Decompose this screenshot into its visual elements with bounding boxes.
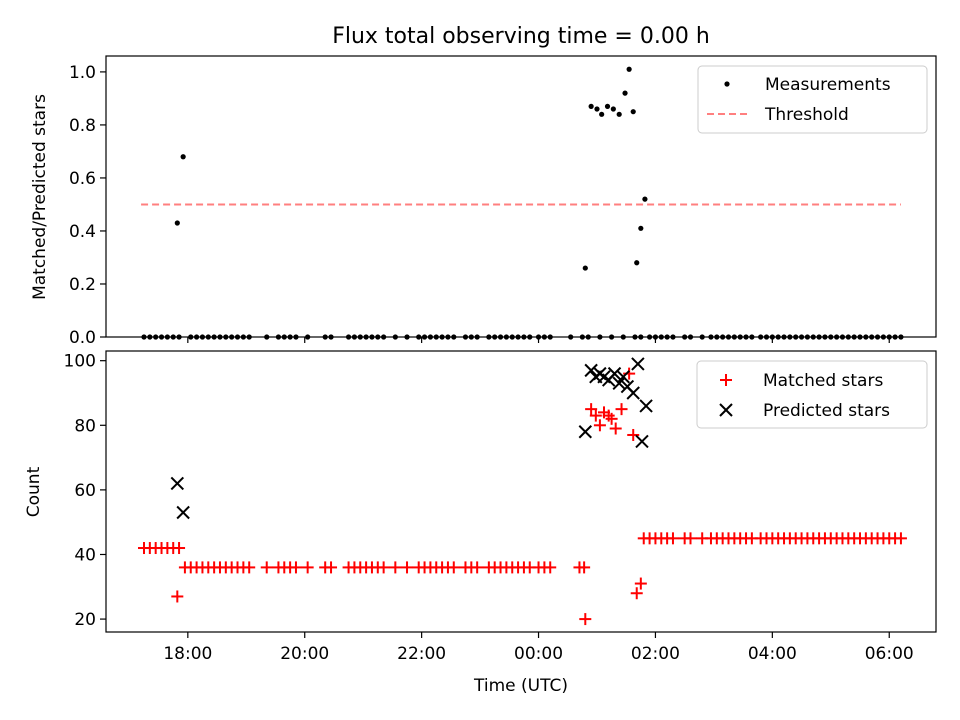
- bottom-plot-area: [137, 357, 907, 626]
- matched-legend-label: Matched stars: [763, 371, 883, 391]
- bottom-legend-box: [696, 360, 928, 429]
- predicted-star-point: [635, 434, 649, 449]
- y-tick-label: 0.8: [69, 116, 96, 136]
- measurement-point: [599, 111, 605, 117]
- bottom-panel: 20 40 60 80 100 18:00 20:00 22:00 00:00 02:00 04:…: [24, 350, 937, 664]
- predicted-star-point: [176, 505, 190, 520]
- y-tick-label: 40: [74, 545, 96, 565]
- x-tick-label: 02:00: [631, 644, 680, 664]
- measurement-point: [616, 111, 622, 117]
- x-tick-label: 04:00: [748, 644, 797, 664]
- y-tick-label: 0.4: [69, 222, 96, 242]
- predicted-legend-marker: [719, 403, 733, 417]
- matched-star-point: [894, 532, 907, 545]
- predicted-legend-label: Predicted stars: [763, 401, 890, 421]
- predicted-star-point: [616, 370, 630, 384]
- y-tick-label: 1.0: [69, 63, 96, 83]
- matched-star-point: [544, 561, 557, 574]
- bottom-axes-frame: [105, 350, 937, 633]
- matched-star-point: [471, 561, 484, 574]
- predicted-star-point: [607, 366, 622, 381]
- figure-title: Flux total observing time = 0.00 h: [332, 24, 710, 49]
- top-panel: 0.0 0.2 0.4 0.6 0.8 1.0 Matched/Predicted sta…: [30, 55, 937, 348]
- matched-star-point: [578, 561, 591, 574]
- bottom-x-ticks: 18:00 20:00 22:00 00:00 02:00 04:00 06:00: [163, 632, 914, 664]
- predicted-star-point: [170, 476, 185, 491]
- matched-star-point: [589, 409, 602, 422]
- top-axes-frame: [105, 55, 937, 338]
- top-y-ticks: 0.0 0.2 0.4 0.6 0.8 1.0: [69, 63, 106, 348]
- matched-star-point: [401, 561, 414, 574]
- top-y-axis-label: Matched/Predicted stars: [30, 94, 50, 300]
- bottom-y-axis-label: Count: [24, 466, 44, 517]
- matched-star-point: [243, 561, 256, 574]
- predicted-star-point: [631, 357, 645, 371]
- y-tick-label: 100: [64, 352, 96, 372]
- x-tick-label: 18:00: [163, 644, 212, 664]
- measurement-point: [610, 106, 616, 112]
- matched-star-point: [609, 422, 622, 435]
- threshold-legend-label: Threshold: [764, 105, 849, 125]
- measurement-point: [174, 220, 180, 226]
- bottom-legend: Matched stars Predicted stars: [696, 360, 928, 429]
- predicted-star-point: [584, 363, 598, 378]
- measurement-point: [594, 106, 600, 112]
- x-tick-label: 00:00: [514, 644, 563, 664]
- x-axis-label: Time (UTC): [473, 676, 568, 696]
- matched-star-point: [325, 561, 338, 574]
- matched-legend-marker: [720, 374, 732, 386]
- x-tick-label: 20:00: [280, 644, 329, 664]
- y-tick-label: 0.2: [69, 275, 96, 295]
- measurement-point: [642, 196, 648, 202]
- measurement-point: [622, 90, 628, 96]
- matched-star-point: [615, 403, 628, 416]
- matched-star-point: [684, 532, 697, 545]
- matched-star-point: [579, 613, 592, 626]
- matched-star-point: [173, 542, 186, 555]
- matched-star-point: [289, 561, 302, 574]
- y-tick-label: 60: [74, 481, 96, 501]
- measurements-legend-label: Measurements: [765, 75, 891, 95]
- matched-star-point: [260, 561, 273, 574]
- predicted-star-point: [578, 425, 593, 439]
- predicted-star-point: [626, 386, 640, 400]
- matched-star-point: [605, 412, 618, 425]
- x-tick-label: 22:00: [397, 644, 446, 664]
- x-tick-label: 06:00: [865, 644, 914, 664]
- top-x-ticks: [187, 337, 890, 343]
- measurement-point: [588, 103, 594, 109]
- matched-star-point: [171, 590, 184, 603]
- matched-star-point: [627, 428, 640, 441]
- measurement-point: [630, 109, 636, 115]
- measurement-point: [626, 66, 632, 72]
- y-tick-label: 0.0: [69, 328, 96, 348]
- matched-star-point: [593, 419, 606, 432]
- matched-star-point: [447, 561, 460, 574]
- matched-star-point: [389, 561, 402, 574]
- matched-star-point: [585, 403, 598, 416]
- y-tick-label: 20: [74, 610, 96, 630]
- predicted-star-point: [639, 399, 653, 413]
- bottom-y-ticks: 20 40 60 80 100: [64, 352, 106, 630]
- y-tick-label: 80: [74, 416, 96, 436]
- measurement-point: [582, 265, 588, 271]
- measurement-point: [634, 260, 640, 266]
- measurement-point: [638, 225, 644, 231]
- measurement-point: [180, 154, 186, 160]
- measurement-point: [604, 103, 611, 109]
- predicted-star-point: [612, 376, 626, 391]
- matched-star-point: [377, 561, 390, 574]
- measurements-legend-marker: [724, 81, 730, 87]
- matched-star-point: [634, 577, 647, 590]
- matched-star-point: [630, 587, 643, 600]
- top-legend-box: [697, 65, 928, 134]
- matched-star-point: [301, 561, 314, 574]
- matched-star-point: [666, 532, 679, 545]
- top-legend: Measurements Threshold: [697, 65, 928, 134]
- y-tick-label: 0.6: [69, 169, 96, 189]
